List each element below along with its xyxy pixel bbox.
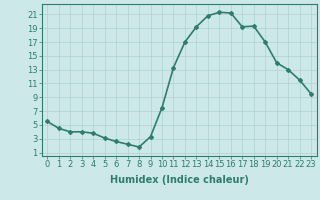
X-axis label: Humidex (Indice chaleur): Humidex (Indice chaleur) [110,175,249,185]
